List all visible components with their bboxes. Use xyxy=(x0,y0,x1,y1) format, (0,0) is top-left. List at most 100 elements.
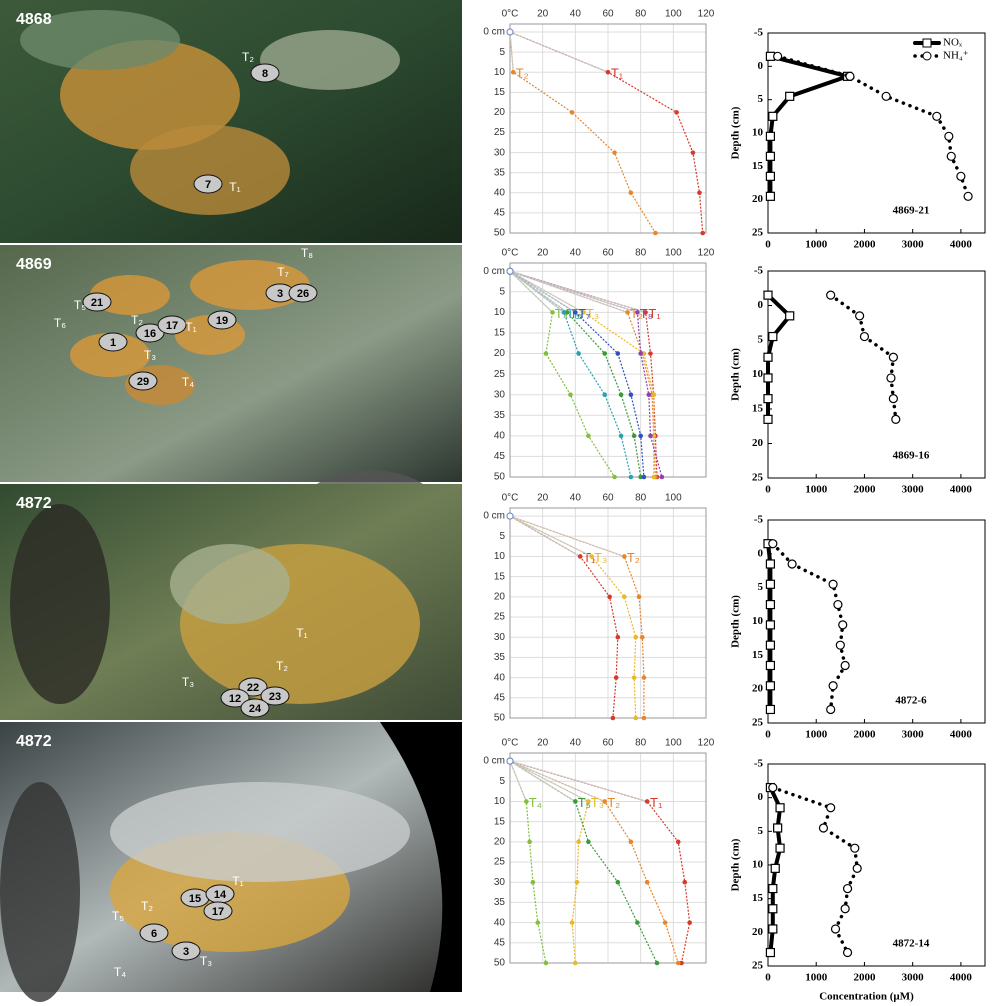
x-tick-label: 20 xyxy=(537,9,549,20)
x-tick-label: 40 xyxy=(570,9,582,20)
sample-label: 15 xyxy=(189,893,201,905)
temperature-point xyxy=(631,433,637,439)
y-tick-label: 40 xyxy=(494,917,506,928)
temperature-chart: 0°C 20 40 60 80 100 120 0 cm 5 10 15 20 25 30 35 40 45 50… xyxy=(483,738,714,969)
sample-marker xyxy=(238,677,268,697)
probe-label: T₆ xyxy=(54,316,66,330)
nox-point xyxy=(765,620,776,630)
nh4-point xyxy=(842,883,853,894)
y-tick-label: 10 xyxy=(494,796,506,807)
temperature-point xyxy=(625,310,630,315)
temperature-point xyxy=(618,433,624,439)
nox-point xyxy=(773,823,783,833)
surface-link xyxy=(509,760,527,802)
temperature-line xyxy=(509,270,658,478)
x-tick-label: 40 xyxy=(570,248,582,259)
nh4-point xyxy=(888,352,898,362)
temperature-point xyxy=(628,392,634,397)
probe-label: T₁ xyxy=(296,626,307,640)
temperature-point xyxy=(527,839,532,845)
y-tick-label: 45 xyxy=(494,692,506,703)
probe-label: T₁ xyxy=(185,320,196,334)
nh4-point xyxy=(850,843,860,853)
surface-link xyxy=(509,270,576,313)
temperature-point xyxy=(612,150,617,155)
temperature-point xyxy=(633,715,639,721)
x-tick-label: 0°C xyxy=(502,248,519,259)
x-tick-label: 1000 xyxy=(805,972,828,984)
y-tick-label: 0 xyxy=(758,791,764,803)
series-label: T₂ xyxy=(607,795,620,810)
temperature-point xyxy=(573,310,578,315)
plot-border xyxy=(509,262,707,478)
temperature-point xyxy=(615,879,621,885)
probe-label: T₄ xyxy=(182,375,194,389)
x-tick-label: 3000 xyxy=(902,239,925,251)
nox-point xyxy=(763,290,773,300)
x-tick-label: 4000 xyxy=(950,239,973,251)
y-tick-label: -5 xyxy=(754,514,764,526)
y-tick-label: 20 xyxy=(494,348,506,359)
temperature-point xyxy=(674,110,679,115)
x-tick-label: 2000 xyxy=(853,729,876,741)
x-tick-label: 4000 xyxy=(950,729,973,741)
photo-id: 4869 xyxy=(16,256,52,273)
y-tick-label: 25 xyxy=(752,227,764,239)
surface-link xyxy=(509,760,576,802)
microbial-mat xyxy=(260,30,400,90)
x-tick-label: 20 xyxy=(537,248,549,259)
nox-point xyxy=(775,803,785,813)
temperature-point xyxy=(576,351,581,356)
x-tick-label: 3000 xyxy=(902,484,925,496)
x-tick-label: 80 xyxy=(635,738,647,749)
y-tick-label: 5 xyxy=(499,531,505,542)
sample-label: 17 xyxy=(212,906,224,918)
temperature-chart: 0°C 20 40 60 80 100 120 0 cm 5 10 15 20 25 30 35 40 45 50… xyxy=(483,9,714,239)
nox-point xyxy=(768,111,778,121)
nox-point xyxy=(763,373,773,383)
temperature-point xyxy=(628,474,634,480)
y-tick-label: 40 xyxy=(494,187,506,198)
concentration-chart: 0 1000 2000 3000 4000 -5 0 5 10 15 20 25 Depth (cm) 4… xyxy=(730,265,986,496)
x-tick-label: 0°C xyxy=(502,738,519,749)
temperature-point xyxy=(633,634,639,640)
probe-label: T₄ xyxy=(114,965,126,979)
temperature-point xyxy=(648,351,653,356)
x-tick-label: 1000 xyxy=(805,239,828,251)
nh4-point xyxy=(828,579,838,589)
concentration-line xyxy=(771,541,848,712)
series-label: T₁ xyxy=(650,795,663,810)
microbial-mat xyxy=(70,333,150,377)
probe-label: T₃ xyxy=(182,675,194,689)
temperature-point xyxy=(613,675,619,680)
legend-marker xyxy=(922,51,932,61)
nh4-point xyxy=(891,414,901,424)
temperature-point xyxy=(574,879,580,885)
surface-link xyxy=(509,760,605,802)
series-label: T₈ xyxy=(640,306,653,321)
temperature-point xyxy=(628,190,634,196)
nh4-point xyxy=(818,823,829,833)
x-tick-label: 100 xyxy=(665,248,682,259)
x-tick-label: 0 xyxy=(765,484,771,496)
sample-marker xyxy=(250,63,280,83)
sample-label: 1 xyxy=(110,337,116,349)
temperature-point xyxy=(569,110,575,115)
temperature-point xyxy=(602,392,608,397)
nox-point xyxy=(765,191,776,201)
photo-id: 4872 xyxy=(16,495,52,512)
y-tick-label: 0 xyxy=(758,299,764,311)
sample-marker xyxy=(82,292,112,312)
nox-point xyxy=(765,947,776,958)
nox-point xyxy=(765,704,776,715)
nh4-point xyxy=(768,782,778,793)
sample-label: 19 xyxy=(216,315,228,327)
nox-point xyxy=(763,414,773,424)
legend-label: NH₄⁺ xyxy=(943,50,969,62)
x-tick-label: 80 xyxy=(635,248,647,259)
y-tick-label: 35 xyxy=(494,897,506,908)
y-tick-label: 5 xyxy=(499,286,505,297)
microbial-mat xyxy=(170,544,290,624)
sample-label: 12 xyxy=(229,693,241,705)
temperature-point xyxy=(636,594,642,600)
